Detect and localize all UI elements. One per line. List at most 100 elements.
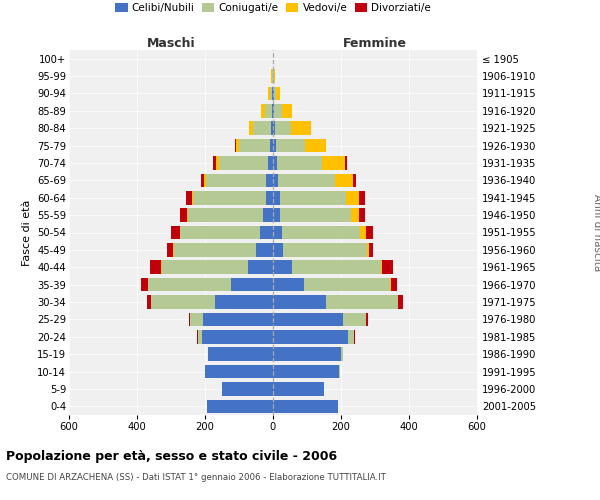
Bar <box>366 312 368 326</box>
Bar <box>273 278 304 291</box>
Bar <box>283 243 367 256</box>
Bar <box>208 348 273 361</box>
Bar <box>343 312 366 326</box>
Bar <box>230 278 273 291</box>
Bar <box>239 139 269 152</box>
Bar <box>188 312 190 326</box>
Bar <box>273 226 281 239</box>
Bar <box>280 191 346 204</box>
Bar <box>276 139 305 152</box>
Bar <box>253 122 271 135</box>
Bar <box>202 330 273 344</box>
Bar <box>277 156 322 170</box>
Bar <box>161 260 162 274</box>
Bar <box>198 330 202 344</box>
Bar <box>278 174 335 187</box>
Bar <box>273 365 340 378</box>
Bar <box>186 191 193 204</box>
Bar <box>366 226 373 239</box>
Bar <box>206 400 273 413</box>
Bar <box>273 208 280 222</box>
Bar <box>304 278 391 291</box>
Bar <box>265 104 272 118</box>
Bar <box>268 86 269 100</box>
Bar <box>281 104 292 118</box>
Bar <box>271 70 272 83</box>
Bar <box>271 122 273 135</box>
Bar <box>197 330 198 344</box>
Bar <box>292 260 381 274</box>
Legend: Celibi/Nubili, Coniugati/e, Vedovi/e, Divorziati/e: Celibi/Nubili, Coniugati/e, Vedovi/e, Di… <box>111 0 435 17</box>
Bar <box>146 295 151 309</box>
Bar <box>174 243 256 256</box>
Bar <box>367 243 369 256</box>
Bar <box>193 191 266 204</box>
Bar <box>151 295 215 309</box>
Bar <box>269 139 273 152</box>
Bar <box>235 139 236 152</box>
Bar <box>391 278 397 291</box>
Bar <box>360 226 366 239</box>
Bar <box>248 122 249 135</box>
Bar <box>236 139 239 152</box>
Bar <box>180 226 260 239</box>
Bar <box>359 208 365 222</box>
Bar <box>274 104 281 118</box>
Text: COMUNE DI ARZACHENA (SS) - Dati ISTAT 1° gennaio 2006 - Elaborazione TUTTITALIA.: COMUNE DI ARZACHENA (SS) - Dati ISTAT 1°… <box>6 472 386 482</box>
Text: Femmine: Femmine <box>343 37 407 50</box>
Bar <box>273 330 348 344</box>
Bar <box>269 86 272 100</box>
Bar <box>351 208 359 222</box>
Bar <box>215 295 273 309</box>
Bar <box>187 208 188 222</box>
Bar <box>162 260 248 274</box>
Bar <box>326 295 398 309</box>
Bar <box>273 400 338 413</box>
Bar <box>273 104 274 118</box>
Bar <box>260 226 273 239</box>
Bar <box>346 191 359 204</box>
Bar <box>150 260 161 274</box>
Bar <box>359 191 365 204</box>
Bar <box>382 260 392 274</box>
Bar <box>188 208 263 222</box>
Bar <box>273 295 326 309</box>
Bar <box>273 139 276 152</box>
Bar <box>354 330 355 344</box>
Bar <box>273 86 274 100</box>
Bar <box>262 104 265 118</box>
Bar <box>280 208 351 222</box>
Bar <box>273 191 280 204</box>
Bar <box>381 260 382 274</box>
Bar <box>266 174 273 187</box>
Text: Popolazione per età, sesso e stato civile - 2006: Popolazione per età, sesso e stato civil… <box>6 450 337 463</box>
Bar <box>218 156 268 170</box>
Text: Maschi: Maschi <box>146 37 196 50</box>
Bar <box>369 243 373 256</box>
Bar <box>148 278 230 291</box>
Bar <box>398 295 403 309</box>
Bar <box>341 348 343 361</box>
Bar <box>353 174 356 187</box>
Bar <box>249 122 253 135</box>
Y-axis label: Fasce di età: Fasce di età <box>22 200 32 266</box>
Bar <box>305 139 326 152</box>
Bar <box>206 174 266 187</box>
Bar <box>272 104 273 118</box>
Bar <box>266 191 273 204</box>
Text: Anni di nascita: Anni di nascita <box>592 194 600 271</box>
Bar <box>281 226 360 239</box>
Bar <box>273 174 278 187</box>
Bar <box>213 156 216 170</box>
Bar <box>179 226 180 239</box>
Bar <box>142 278 148 291</box>
Bar <box>322 156 345 170</box>
Bar <box>216 156 218 170</box>
Bar <box>275 122 291 135</box>
Bar <box>273 156 277 170</box>
Bar <box>274 86 277 100</box>
Bar <box>273 122 275 135</box>
Bar <box>205 365 273 378</box>
Bar <box>273 260 292 274</box>
Bar <box>348 330 354 344</box>
